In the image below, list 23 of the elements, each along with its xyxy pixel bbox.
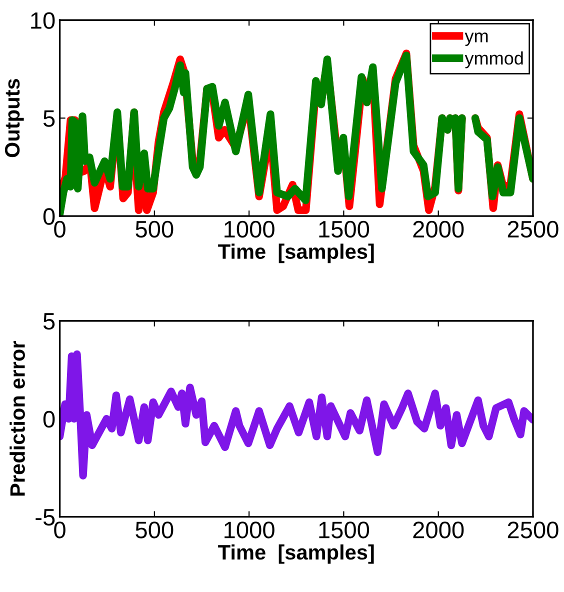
y-tick-label: 5 <box>43 110 55 127</box>
y-tick-label: 10 <box>31 12 55 29</box>
legend-label: ymmod <box>464 51 523 68</box>
x-tick-label: 0 <box>54 522 66 538</box>
y-tick-label: 0 <box>43 208 55 225</box>
x-tick-label: 1000 <box>224 220 274 238</box>
x-axis-title: Time [samples] <box>218 544 374 564</box>
x-tick-label: 500 <box>136 220 174 238</box>
x-tick-label: 2500 <box>508 522 558 538</box>
x-tick-label: 1500 <box>319 522 370 538</box>
y-tick-label: 0 <box>43 410 55 428</box>
legend-label: ym <box>464 32 488 46</box>
y-tick-label: 5 <box>43 313 55 330</box>
x-axis-title: Time [samples] <box>218 244 374 264</box>
x-tick-label: 500 <box>136 522 174 538</box>
y-axis-title: Outputs <box>4 79 24 158</box>
x-tick-label: 2000 <box>413 522 464 538</box>
x-tick-label: 2500 <box>508 220 558 238</box>
x-tick-label: 2000 <box>413 220 464 238</box>
x-tick-label: 1500 <box>319 220 370 238</box>
y-axis-title: Prediction error <box>10 341 25 496</box>
y-tick-label: -5 <box>36 509 55 526</box>
x-tick-label: 1000 <box>224 522 274 538</box>
